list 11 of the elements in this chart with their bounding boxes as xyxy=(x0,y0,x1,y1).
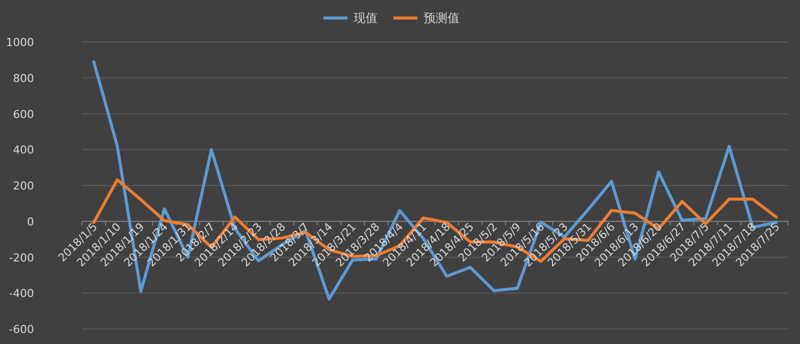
y-tick-label: 800 xyxy=(13,72,34,85)
legend-label: 现值 xyxy=(354,11,378,25)
y-tick-label: -400 xyxy=(9,287,34,300)
y-tick-label: 400 xyxy=(13,144,34,157)
y-tick-label: 1000 xyxy=(6,36,34,49)
y-tick-label: 0 xyxy=(27,215,34,228)
y-tick-label: -600 xyxy=(9,323,34,336)
y-tick-label: 200 xyxy=(13,180,34,192)
legend-label: 预测值 xyxy=(424,11,460,25)
y-tick-label: -200 xyxy=(9,251,34,264)
y-tick-label: 600 xyxy=(13,108,34,121)
